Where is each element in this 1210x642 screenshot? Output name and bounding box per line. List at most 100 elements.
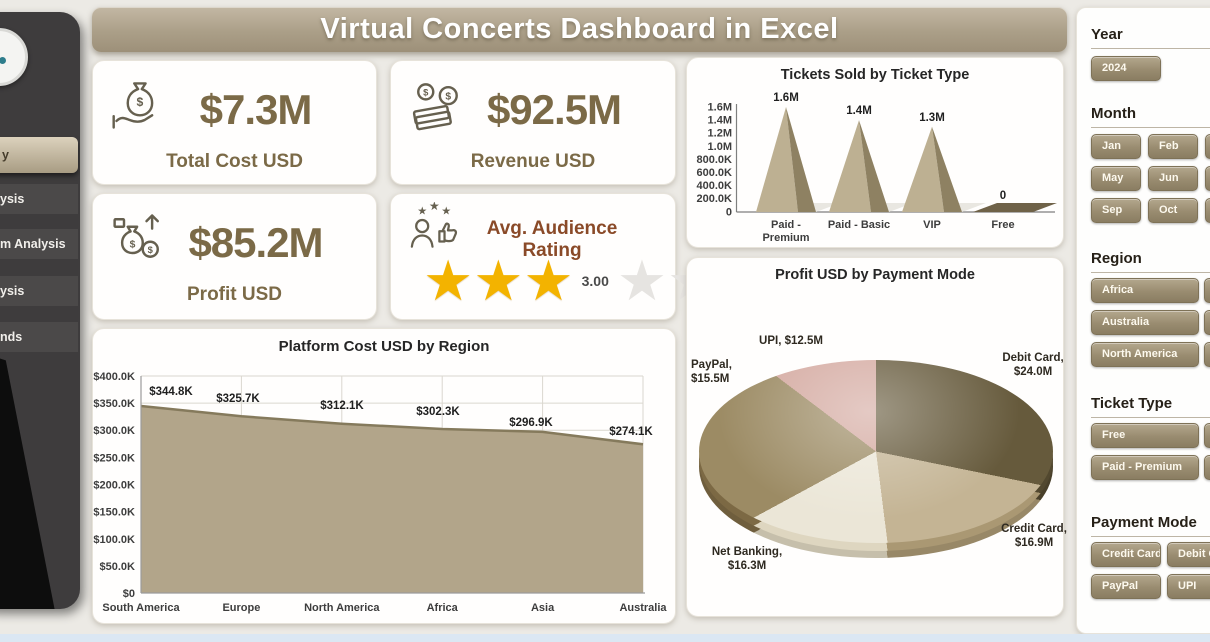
pie-label-debit-card: Debit Card, $24.0M <box>1002 352 1064 378</box>
svg-text:$50.0K: $50.0K <box>100 561 136 573</box>
money-bag-hand-icon: $ <box>109 75 169 135</box>
divider <box>1091 48 1210 49</box>
svg-text:VIP: VIP <box>923 219 941 231</box>
svg-text:$400.0K: $400.0K <box>93 371 135 383</box>
area-series <box>141 406 643 593</box>
star-rating: ★ ★ ★ 3.00 ★ ★ <box>423 250 717 312</box>
chart-title: Platform Cost USD by Region <box>278 338 490 355</box>
svg-text:$150.0K: $150.0K <box>93 507 135 519</box>
month-feb-button[interactable]: Feb <box>1148 134 1198 159</box>
svg-text:1.2M: 1.2M <box>708 128 732 140</box>
kpi-label: Total Cost USD <box>166 151 303 172</box>
payment-paypal-button[interactable]: PayPal <box>1091 574 1161 599</box>
divider <box>1091 536 1210 537</box>
year-2024-button[interactable]: 2024 <box>1091 56 1161 81</box>
ticket-clipped-button[interactable] <box>1204 455 1210 480</box>
rating-title: Avg. Audience Rating <box>486 218 618 261</box>
svg-text:$: $ <box>130 239 136 250</box>
svg-text:$: $ <box>148 245 154 255</box>
month-may-button[interactable]: May <box>1091 166 1141 191</box>
region-australia-button[interactable]: Australia <box>1091 310 1199 335</box>
pyramid-vip <box>902 126 944 212</box>
free-zero-bar <box>973 203 1057 212</box>
pie-label-paypal: PayPal, $15.5M <box>691 359 732 385</box>
star-empty-icon: ★ <box>616 249 668 312</box>
chart-title: Profit USD by Payment Mode <box>775 267 975 283</box>
kpi-value: $92.5M <box>486 86 622 133</box>
sidebar: y ysis m Analysis ysis nds <box>0 12 80 609</box>
kpi-value: $85.2M <box>188 219 323 266</box>
svg-text:Asia: Asia <box>531 602 555 614</box>
svg-text:$100.0K: $100.0K <box>93 534 135 546</box>
kpi-card-profit: $ $ $85.2M Profit USD <box>92 193 377 320</box>
payment-credit-card-button[interactable]: Credit Card <box>1091 542 1161 567</box>
svg-text:★: ★ <box>430 202 439 213</box>
month-slicer-header: Month <box>1091 105 1136 122</box>
svg-text:Europe: Europe <box>222 602 260 614</box>
page-title: Virtual Concerts Dashboard in Excel <box>320 13 839 45</box>
ticket-clipped-button[interactable] <box>1204 423 1210 448</box>
payment-upi-button[interactable]: UPI <box>1167 574 1210 599</box>
star-filled-icon: ★ <box>473 249 524 312</box>
chart-title: Tickets Sold by Ticket Type <box>780 67 970 83</box>
region-clipped-button[interactable] <box>1204 310 1210 335</box>
region-clipped-button[interactable] <box>1204 342 1210 367</box>
sidebar-item-analysis-3[interactable]: ysis <box>0 276 78 306</box>
svg-text:Paid -: Paid - <box>771 219 801 231</box>
app-logo-icon <box>0 28 28 86</box>
month-jan-button[interactable]: Jan <box>1091 134 1141 159</box>
month-oct-button[interactable]: Oct <box>1148 198 1198 223</box>
sidebar-item-analysis-2[interactable]: m Analysis <box>0 229 78 259</box>
kpi-label: Profit USD <box>187 284 282 305</box>
svg-text:0: 0 <box>726 206 732 218</box>
sidebar-item-label: nds <box>0 330 23 344</box>
divider <box>1091 417 1210 418</box>
chart-profit-by-payment-mode: Profit USD by Payment Mode UPI, $12.5M P… <box>686 257 1067 617</box>
kpi-card-revenue: $ $ $92.5M Revenue USD <box>390 60 676 185</box>
svg-text:$0: $0 <box>123 588 135 600</box>
month-clipped-button[interactable] <box>1205 166 1210 191</box>
audience-rating-icon: ★ ★ ★ <box>405 202 460 257</box>
region-africa-button[interactable]: Africa <box>1091 278 1199 303</box>
sidebar-item-summary[interactable]: y <box>0 137 78 173</box>
svg-text:$344.8K: $344.8K <box>149 386 193 398</box>
sidebar-item-label: ysis <box>0 284 25 298</box>
ticket-free-button[interactable]: Free <box>1091 423 1199 448</box>
month-sep-button[interactable]: Sep <box>1091 198 1141 223</box>
sidebar-item-analysis-1[interactable]: ysis <box>0 184 78 214</box>
pie-label-upi: UPI, $12.5M <box>759 335 823 347</box>
svg-text:$: $ <box>445 91 451 102</box>
divider <box>1091 272 1210 273</box>
svg-text:1.6M: 1.6M <box>773 92 799 104</box>
area-chart-plot: $400.0K $350.0K $300.0K $250.0K $200.0K … <box>93 371 667 614</box>
svg-text:0: 0 <box>1000 190 1006 202</box>
region-slicer-header: Region <box>1091 250 1142 267</box>
svg-text:$250.0K: $250.0K <box>93 452 135 464</box>
chart-platform-cost-by-region: Platform Cost USD by Region $400.0K <box>92 328 676 624</box>
svg-text:Premium: Premium <box>762 232 809 244</box>
kpi-card-total-cost: $ $7.3M Total Cost USD <box>92 60 377 185</box>
region-clipped-button[interactable] <box>1204 278 1210 303</box>
svg-text:$350.0K: $350.0K <box>93 398 135 410</box>
pie-chart <box>699 360 1053 543</box>
svg-text:Free: Free <box>991 219 1014 231</box>
svg-text:$274.1K: $274.1K <box>609 426 653 438</box>
sidebar-item-label: ysis <box>0 192 25 206</box>
month-jun-button[interactable]: Jun <box>1148 166 1198 191</box>
pyramid-paid-premium <box>756 107 798 212</box>
ticket-type-slicer-header: Ticket Type <box>1091 395 1173 412</box>
svg-text:400.0K: 400.0K <box>697 180 733 192</box>
svg-text:★: ★ <box>417 206 427 217</box>
sidebar-item-trends[interactable]: nds <box>0 322 78 352</box>
region-north-america-button[interactable]: North America <box>1091 342 1199 367</box>
month-clipped-button[interactable] <box>1205 198 1210 223</box>
kpi-label: Revenue USD <box>470 151 596 172</box>
pyramid-paid-basic <box>829 120 871 212</box>
month-clipped-button[interactable] <box>1205 134 1210 159</box>
payment-debit-card-button[interactable]: Debit Card <box>1167 542 1210 567</box>
sidebar-item-label: y <box>2 148 9 162</box>
svg-text:1.6M: 1.6M <box>708 102 732 114</box>
svg-text:1.0M: 1.0M <box>708 141 732 153</box>
pie-label-credit-card: Credit Card, $16.9M <box>1001 523 1067 549</box>
ticket-paid-premium-button[interactable]: Paid - Premium <box>1091 455 1199 480</box>
